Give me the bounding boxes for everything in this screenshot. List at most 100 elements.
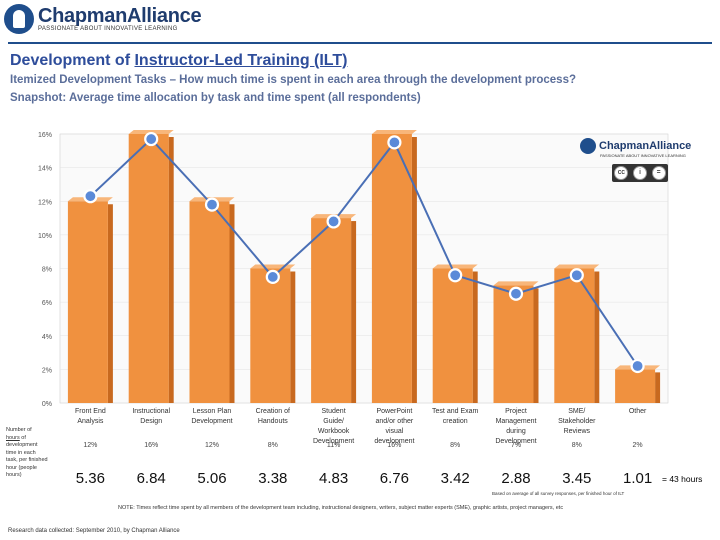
no-derivatives-icon: = [651,166,666,180]
bar [128,134,169,403]
x-category-label: Student [322,408,346,415]
cc-icon: cc [614,166,629,180]
x-category-label: Stakeholder [558,418,596,425]
hours-value: 6.84 [136,470,166,487]
bar-top [493,281,539,286]
percent-label: 8% [572,442,582,449]
y-tick-label: 16% [38,132,52,139]
x-category-label: and/or other [376,418,414,425]
hours-total: = 43 hours [662,474,703,484]
logo-tagline: PASSIONATE ABOUT INNOVATIVE LEARNING [38,26,178,32]
percent-label: 11% [327,442,341,449]
hours-value: 4.83 [318,470,349,487]
bar-top [371,130,417,134]
title-prefix: Development of [10,52,135,69]
hours-value: 1.01 [622,470,653,487]
bar-side [594,271,600,403]
bar [189,201,230,403]
hours-value: 5.36 [75,470,105,487]
x-category-label: Handouts [258,418,288,425]
chart: 0% 2% 4% 6% 8% 10% 12% 14% 16% Front End Analysis 1… [38,130,669,449]
bar [371,134,412,403]
inset-logo-name: ChapmanAlliance [599,140,692,152]
hours-value: 6.76 [379,470,409,487]
percent-label: 7% [511,442,521,449]
research-collected-note: Research data collected: September 2010,… [8,528,180,534]
x-category-label: Reviews [564,428,591,435]
bar [432,268,473,403]
hours-value: 2.88 [501,470,531,487]
hours-value: 5.06 [197,470,227,487]
inset-logo: ChapmanAlliance [580,138,691,154]
page-title: Development of Instructor-Led Training (… [10,52,348,70]
header-rule [8,42,712,44]
x-category-label: development [374,438,414,445]
bar-top [554,264,600,269]
y-tick-label: 6% [42,300,52,307]
bar-side [290,271,296,403]
x-category-label: Lesson Plan [193,408,232,415]
bar [615,369,656,403]
bar-side [655,372,661,403]
side-note-line2: of [19,434,26,441]
x-category-label: Management [496,418,537,425]
x-category-label: Creation of [256,408,290,415]
line-marker [265,269,280,285]
attribution-icon: i [632,166,647,180]
y-tick-label: 0% [42,401,52,408]
team-note: NOTE: Times reflect time spent by all me… [118,505,564,511]
bar [554,268,595,403]
bar-side [411,137,417,403]
bar-side [229,204,235,403]
x-category-label: Project [505,408,527,415]
bar-side [533,288,539,403]
bar [67,201,108,403]
x-category-label: Front End [75,408,106,415]
percent-label: 16% [387,442,401,449]
line-marker [387,135,402,150]
x-category-label: Test and Exam [432,408,478,415]
line-marker [630,358,645,374]
trend-line [89,137,639,367]
x-category-label: visual [385,428,403,435]
line-marker [448,268,463,283]
x-category-label: PowerPoint [377,408,413,415]
bar [311,218,352,403]
line-marker [83,189,98,204]
y-tick-label: 8% [42,267,52,274]
inset-logo-tagline: PASSIONATE ABOUT INNOVATIVE LEARNING [600,153,686,158]
bar-side [472,271,478,403]
percent-label: 12% [83,442,97,449]
logo-name: ChapmanAlliance [38,5,202,27]
x-category-label: Workbook [318,428,350,435]
x-category-label: Other [629,408,647,415]
title-underlined: Instructor-Led Training (ILT) [134,52,348,69]
x-category-label: Development [191,418,232,425]
y-tick-label: 4% [42,334,52,341]
subtitle-2: Snapshot: Average time allocation by tas… [10,92,421,104]
x-category-label: Analysis [77,418,104,425]
x-category-label: Design [140,418,162,425]
x-category-label: Instructional [132,408,170,415]
x-category-label: creation [443,418,468,425]
bar-top [250,264,296,269]
side-note-line3: development time in each task, per finis… [6,442,48,478]
x-category-label: during [506,428,526,435]
x-category-label: SME/ [568,408,585,415]
source-note: Based on average of all survey responses… [492,491,625,496]
hours-side-note: Number of hours of development time in e… [6,427,48,480]
side-note-line1: Number of [6,427,32,433]
percent-label: 2% [633,442,643,449]
bar-side [168,137,174,403]
x-category-label: Development [313,438,354,445]
chapman-alliance-logo: ChapmanAlliance PASSIONATE ABOUT INNOVAT… [4,4,202,34]
x-category-label: Guide/ [323,418,344,425]
line-marker [204,197,220,212]
percent-label: 16% [144,442,158,449]
bar-top [432,264,478,269]
line-marker [326,214,341,229]
line-marker [144,131,159,147]
logo-person-icon [4,4,34,34]
side-note-hours: hours [6,434,20,441]
line-marker [569,268,584,283]
